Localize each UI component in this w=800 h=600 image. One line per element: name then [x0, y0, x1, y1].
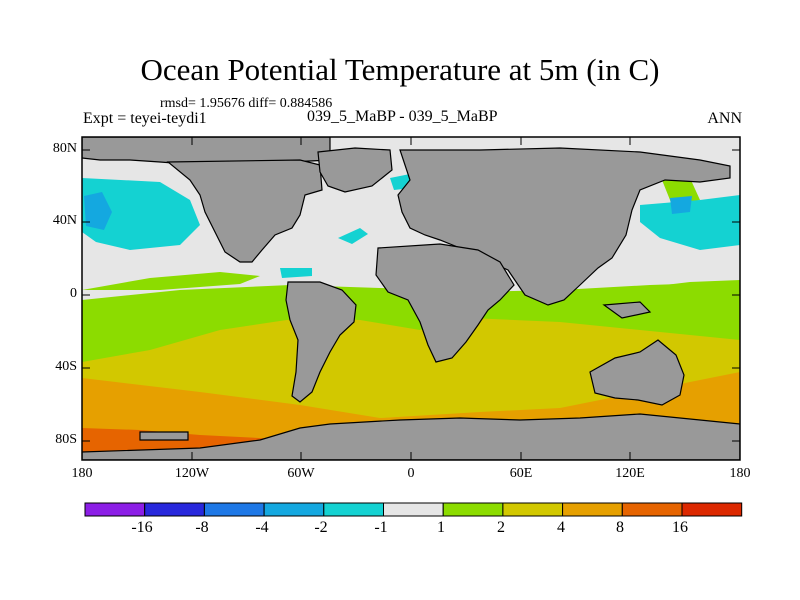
colorbar-label: -4	[255, 519, 269, 536]
colorbar-swatch	[621, 502, 683, 517]
lat-label-40s: 40S	[55, 359, 77, 374]
green-tongue-pacific	[82, 272, 260, 290]
lon-label-0: 0	[407, 466, 415, 481]
cyan-west-pacific	[640, 195, 740, 250]
stats-line: rmsd= 1.95676 diff= 0.884586	[160, 96, 333, 111]
colorbar-swatch	[84, 502, 146, 517]
lon-label-180w: 180	[71, 466, 93, 481]
colorbar-swatch	[203, 502, 265, 517]
colorbar-label: 2	[497, 519, 505, 536]
lat-label-80s: 80S	[55, 432, 77, 447]
colorbar	[84, 502, 743, 517]
axis-ticks	[81, 137, 741, 460]
lon-label-180e: 180	[729, 466, 751, 481]
antarctica	[82, 413, 740, 460]
colorbar-label: 4	[557, 519, 565, 536]
lon-label-120w: 120W	[174, 466, 210, 481]
africa	[375, 243, 515, 363]
colorbar-swatch	[263, 502, 325, 517]
lat-label-eq: 0	[70, 286, 77, 301]
season-label: ANN	[707, 110, 742, 127]
colorbar-label: 8	[616, 519, 624, 536]
lon-label-120e: 120E	[615, 466, 645, 481]
colorbar-label: -8	[195, 519, 209, 536]
island-east-pacific	[139, 431, 189, 441]
lat-label-40n: 40N	[52, 213, 77, 228]
cyan-atlantic-patch	[338, 228, 368, 244]
colorbar-label: -1	[374, 519, 388, 536]
cyan-north-pacific	[82, 178, 200, 250]
lon-label-60w: 60W	[287, 466, 315, 481]
green-tongue-indian	[640, 280, 740, 297]
colorbar-swatch	[442, 502, 504, 517]
colorbar-swatch	[323, 502, 384, 517]
australia	[589, 339, 685, 406]
colorbar-label: -16	[131, 519, 153, 536]
colorbar-label: -2	[314, 519, 328, 536]
cyan-caribbean-patch	[280, 268, 312, 278]
colorbar-label: 1	[437, 519, 445, 536]
south-america	[285, 281, 357, 403]
colorbar-swatch	[502, 502, 564, 517]
land-masses	[82, 137, 740, 460]
blue-west-pacific-core	[670, 196, 692, 214]
eurasia	[397, 147, 731, 306]
greenland	[317, 147, 393, 193]
colorbar-swatch	[562, 502, 623, 517]
colorbar-swatch	[144, 502, 205, 517]
lat-label-80n: 80N	[52, 141, 77, 156]
north-america	[166, 159, 323, 263]
southeast-asia-islands	[602, 301, 652, 319]
blue-north-pacific-core	[84, 192, 112, 230]
case-label: 039_5_MaBP - 039_5_MaBP	[307, 108, 498, 125]
colorbar-swatch	[383, 502, 444, 517]
map-field	[82, 137, 740, 460]
lon-label-60e: 60E	[509, 466, 533, 481]
colorbar-label: 16	[672, 519, 688, 536]
experiment-label: Expt = teyei-teydi1	[83, 110, 207, 127]
figure-title: Ocean Potential Temperature at 5m (in C)	[140, 52, 660, 87]
colorbar-swatch	[681, 502, 743, 517]
